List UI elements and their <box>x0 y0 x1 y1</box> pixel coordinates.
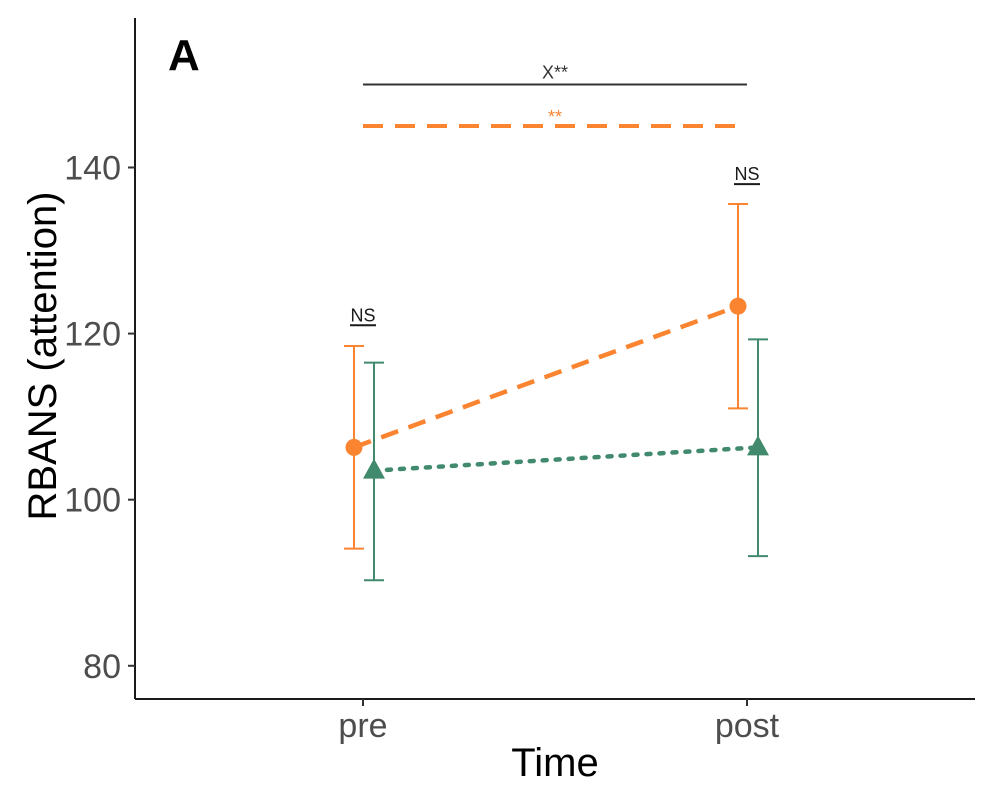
series-green <box>363 338 769 582</box>
panel-label: A <box>168 31 200 80</box>
data-point-green <box>363 458 385 479</box>
series-line-green <box>371 445 761 473</box>
y-tick-label: 100 <box>64 482 121 520</box>
x-tick-label: post <box>715 707 780 745</box>
y-tick-label: 140 <box>64 149 121 187</box>
series-layer <box>344 203 769 582</box>
x-ticks: pre post <box>338 699 780 745</box>
y-ticks: 80 100 120 140 <box>64 149 135 686</box>
y-tick-label: 120 <box>64 316 121 354</box>
x-tick-label: pre <box>338 707 387 745</box>
axes <box>134 18 975 700</box>
data-point-orange <box>345 438 363 456</box>
data-point-green <box>747 435 769 456</box>
y-tick-label: 80 <box>83 648 121 686</box>
between-group-label: NS <box>350 305 375 325</box>
data-point-orange <box>729 297 747 315</box>
series-line-orange <box>353 304 739 450</box>
significance-annotations: X** ** NS NS <box>350 62 760 327</box>
interaction-label: X** <box>542 62 568 82</box>
between-group-label: NS <box>734 164 759 184</box>
within-group-label: ** <box>548 107 562 127</box>
y-axis-title: RBANS (attention) <box>21 191 65 520</box>
series-orange <box>344 203 748 550</box>
x-axis-title: Time <box>511 741 598 785</box>
